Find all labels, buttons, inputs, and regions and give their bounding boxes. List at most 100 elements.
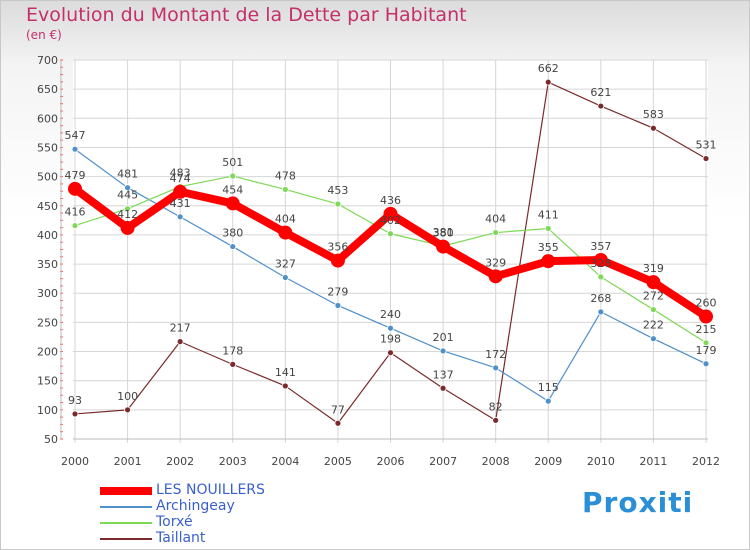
data-label: 222 (643, 319, 664, 332)
data-label: 327 (275, 257, 296, 270)
data-label: 481 (117, 168, 138, 181)
data-point (492, 364, 500, 372)
data-point (593, 252, 608, 267)
data-point (702, 155, 710, 162)
data-label: 115 (538, 381, 559, 394)
x-tick-label: 2000 (61, 455, 89, 468)
y-tick-label: 650 (37, 83, 58, 96)
data-point (124, 205, 131, 213)
data-point (278, 225, 293, 240)
data-label: 328 (590, 257, 611, 270)
data-label: 583 (643, 108, 664, 121)
data-point (124, 406, 131, 414)
data-point (492, 229, 500, 236)
data-point (650, 306, 657, 313)
data-label: 412 (117, 208, 138, 221)
y-tick-label: 600 (37, 112, 58, 125)
y-tick-label: 150 (37, 375, 58, 388)
legend-label: Torxé (156, 514, 193, 530)
chart-title: Evolution du Montant de la Dette par Hab… (26, 4, 467, 26)
data-point (229, 243, 237, 250)
y-tick-label: 200 (37, 346, 58, 359)
brand-logo: Proxiti (582, 486, 693, 519)
data-label: 357 (590, 240, 611, 253)
x-tick-label: 2007 (429, 455, 457, 468)
data-point (334, 302, 342, 309)
data-point (334, 200, 342, 208)
data-point (173, 184, 188, 199)
data-point (436, 239, 451, 254)
data-label: 404 (485, 213, 506, 226)
data-point (597, 273, 605, 281)
data-point (229, 360, 237, 368)
data-point (597, 308, 605, 316)
data-label: 474 (170, 172, 191, 185)
x-tick-label: 2004 (271, 455, 299, 468)
data-point (702, 339, 710, 347)
y-tick-label: 350 (37, 258, 58, 271)
data-point (281, 274, 289, 281)
data-point (597, 102, 605, 110)
data-label: 501 (222, 156, 243, 169)
data-label: 178 (222, 344, 243, 357)
data-label: 483 (170, 167, 191, 180)
legend-label: Taillant (156, 530, 206, 546)
data-label: 356 (327, 241, 348, 254)
data-label: 260 (696, 297, 717, 310)
data-point (225, 196, 240, 211)
data-label: 93 (68, 394, 82, 407)
x-tick-label: 2008 (482, 455, 510, 468)
data-label: 547 (65, 129, 86, 142)
data-point (544, 397, 552, 405)
y-tick-label: 400 (37, 229, 58, 242)
data-point (702, 360, 710, 368)
data-label: 662 (538, 62, 559, 75)
x-tick-label: 2011 (639, 455, 667, 468)
legend-swatch (100, 487, 152, 495)
data-label: 240 (380, 308, 401, 321)
data-label: 100 (117, 390, 138, 403)
data-point (646, 275, 661, 290)
legend-swatch (100, 522, 152, 524)
data-label: 416 (65, 206, 86, 219)
data-label: 215 (696, 323, 717, 336)
x-tick-label: 2010 (587, 455, 615, 468)
data-point (387, 230, 394, 238)
data-point (176, 213, 184, 221)
data-point (492, 416, 500, 424)
data-label: 272 (643, 290, 664, 303)
data-label: 179 (696, 344, 717, 357)
x-tick-label: 2009 (534, 455, 562, 468)
data-label: 217 (170, 322, 191, 335)
data-point (439, 347, 447, 355)
x-tick-label: 2005 (324, 455, 352, 468)
data-point (541, 254, 556, 269)
data-label: 445 (117, 189, 138, 202)
data-label: 479 (65, 169, 86, 182)
legend-swatch (100, 538, 152, 540)
data-point (650, 335, 657, 343)
data-point (544, 225, 552, 232)
data-label: 531 (696, 139, 717, 152)
y-tick-label: 700 (37, 54, 58, 67)
data-label: 380 (222, 227, 243, 240)
data-point (71, 145, 79, 153)
data-label: 319 (643, 262, 664, 275)
y-tick-label: 250 (37, 316, 58, 329)
data-point (281, 186, 289, 193)
data-label: 279 (327, 285, 348, 298)
data-label: 380 (433, 227, 454, 240)
data-label: 141 (275, 366, 296, 379)
y-tick-label: 500 (37, 171, 58, 184)
data-point (650, 124, 657, 132)
data-point (120, 220, 135, 235)
data-label: 381 (433, 226, 454, 239)
data-label: 137 (433, 368, 454, 381)
data-label: 329 (485, 256, 506, 269)
data-point (383, 206, 398, 221)
data-label: 453 (327, 184, 348, 197)
y-tick-label: 550 (37, 141, 58, 154)
data-label: 201 (433, 331, 454, 344)
data-point (387, 324, 394, 332)
